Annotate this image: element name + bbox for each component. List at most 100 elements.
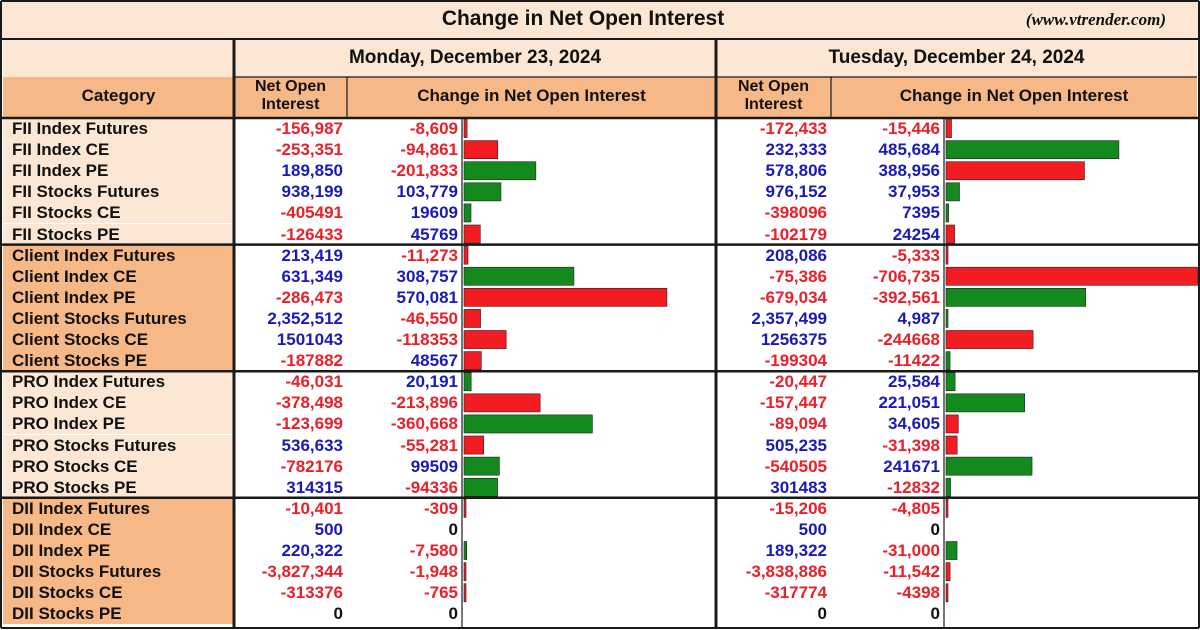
net-oi-d2-dii-index-futures: -15,206 bbox=[769, 498, 827, 518]
bar-d1-pro-stocks-futures bbox=[463, 435, 484, 455]
net-oi-d2-dii-stocks-pe: 0 bbox=[817, 604, 827, 624]
net-oi-d1-dii-stocks-pe: 0 bbox=[333, 604, 343, 624]
bar-d1-dii-index-futures bbox=[463, 498, 467, 518]
net-oi-d2-dii-index-pe: 189,322 bbox=[765, 541, 827, 560]
net-oi-d2-client-stocks-ce: 1256375 bbox=[760, 330, 827, 349]
column-header-category: Category bbox=[3, 77, 234, 118]
change-d2-client-stocks-ce: -244668 bbox=[877, 330, 940, 349]
change-d1-pro-stocks-futures: -55,281 bbox=[400, 435, 458, 455]
column-header-change-d2: Change in Net Open Interest bbox=[831, 77, 1197, 118]
bar-d1-pro-index-ce bbox=[463, 393, 541, 413]
change-d1-client-index-ce: 308,757 bbox=[396, 266, 458, 286]
change-d2-fii-stocks-pe: 24254 bbox=[892, 224, 940, 244]
bar-d2-dii-stocks-futures bbox=[945, 562, 951, 581]
bar-d1-client-index-futures bbox=[463, 245, 469, 265]
change-d1-fii-stocks-ce: 19609 bbox=[410, 203, 458, 223]
net-oi-d2-client-index-pe: -679,034 bbox=[759, 287, 827, 307]
bar-d2-pro-stocks-pe bbox=[945, 477, 951, 497]
bar-d2-fii-stocks-ce bbox=[945, 203, 949, 223]
bar-d1-pro-index-pe bbox=[463, 414, 593, 434]
change-d2-client-stocks-pe: -11422 bbox=[888, 351, 940, 371]
net-oi-d2-fii-stocks-pe: -102179 bbox=[764, 224, 827, 244]
net-oi-d1-pro-index-futures: -46,031 bbox=[285, 372, 343, 392]
bar-d1-pro-index-futures bbox=[463, 372, 472, 392]
net-oi-d2-fii-stocks-futures: 976,152 bbox=[765, 182, 827, 202]
net-oi-d2-fii-index-futures: -172,433 bbox=[759, 119, 827, 138]
net-oi-d1-fii-index-ce: -253,351 bbox=[275, 140, 343, 160]
net-oi-d2-pro-index-futures: -20,447 bbox=[769, 372, 827, 392]
change-d2-client-index-ce: -706,735 bbox=[872, 266, 940, 286]
net-oi-d2-dii-stocks-ce: -317774 bbox=[764, 583, 827, 603]
change-d2-fii-index-ce: 485,684 bbox=[878, 140, 940, 160]
category-label-pro-stocks-ce: PRO Stocks CE bbox=[3, 455, 234, 477]
category-label-client-index-pe: Client Index PE bbox=[3, 286, 234, 308]
net-oi-d2-fii-stocks-ce: -398096 bbox=[764, 203, 827, 223]
change-d1-dii-stocks-pe: 0 bbox=[448, 604, 458, 624]
net-oi-d2-client-index-futures: 208,086 bbox=[765, 245, 827, 265]
bar-d2-client-index-futures bbox=[945, 245, 949, 265]
category-label-fii-index-futures: FII Index Futures bbox=[3, 118, 234, 140]
change-d1-pro-stocks-ce: 99509 bbox=[410, 456, 458, 476]
category-label-client-index-ce: Client Index CE bbox=[3, 265, 234, 287]
category-label-dii-stocks-ce: DII Stocks CE bbox=[3, 582, 234, 604]
category-label-dii-stocks-futures: DII Stocks Futures bbox=[3, 561, 234, 583]
net-oi-d1-pro-index-pe: -123,699 bbox=[275, 414, 343, 434]
net-oi-d1-pro-stocks-pe: 314315 bbox=[286, 477, 343, 497]
net-oi-d2-pro-index-pe: -89,094 bbox=[769, 414, 827, 434]
bar-d2-pro-index-futures bbox=[945, 372, 956, 392]
website-label: (www.vtrender.com) bbox=[1025, 10, 1166, 29]
bar-d2-fii-index-futures bbox=[945, 119, 952, 138]
change-d2-fii-index-pe: 388,956 bbox=[878, 161, 940, 181]
net-oi-d2-pro-stocks-pe: 301483 bbox=[770, 477, 827, 497]
change-d1-fii-stocks-pe: 45769 bbox=[410, 224, 458, 244]
bar-d1-dii-stocks-ce bbox=[463, 583, 467, 603]
net-oi-d1-fii-index-pe: 189,850 bbox=[281, 161, 343, 181]
category-label-pro-stocks-futures: PRO Stocks Futures bbox=[3, 434, 234, 456]
bar-d2-client-index-pe bbox=[945, 287, 1087, 307]
net-oi-d1-dii-stocks-ce: -313376 bbox=[280, 583, 343, 603]
category-label-client-stocks-pe: Client Stocks PE bbox=[3, 350, 234, 372]
change-d1-dii-stocks-ce: -765 bbox=[423, 583, 458, 603]
change-d2-pro-stocks-futures: -31,398 bbox=[882, 435, 940, 455]
column-header-net-oi-d1: Net Open Interest bbox=[234, 77, 347, 118]
net-oi-d2-client-stocks-pe: -199304 bbox=[764, 351, 827, 371]
change-d2-client-index-pe: -392,561 bbox=[872, 287, 940, 307]
net-oi-d2-client-index-ce: -75,386 bbox=[769, 266, 827, 286]
change-d2-fii-stocks-futures: 37,953 bbox=[888, 182, 940, 202]
change-d2-client-stocks-futures: 4,987 bbox=[897, 308, 940, 328]
net-oi-d1-client-index-pe: -286,473 bbox=[275, 287, 343, 307]
change-d2-fii-index-futures: -15,446 bbox=[882, 119, 940, 138]
net-oi-d2-client-stocks-futures: 2,357,499 bbox=[751, 308, 827, 328]
net-oi-d2-pro-stocks-futures: 505,235 bbox=[765, 435, 827, 455]
bar-d1-fii-index-futures bbox=[463, 119, 468, 138]
net-oi-d1-fii-stocks-pe: -126433 bbox=[280, 224, 343, 244]
change-d1-fii-index-futures: -8,609 bbox=[409, 119, 458, 138]
category-label-fii-stocks-pe: FII Stocks PE bbox=[3, 223, 234, 245]
change-d1-client-stocks-ce: -118353 bbox=[396, 330, 458, 349]
category-label-fii-stocks-futures: FII Stocks Futures bbox=[3, 181, 234, 203]
change-d2-pro-stocks-ce: 241671 bbox=[883, 456, 940, 476]
bar-d1-fii-stocks-futures bbox=[463, 182, 502, 202]
bar-d2-client-index-ce bbox=[945, 266, 1198, 286]
net-oi-d1-pro-stocks-ce: -782176 bbox=[280, 456, 343, 476]
date-header-monday: Monday, December 23, 2024 bbox=[234, 39, 716, 77]
change-d1-client-index-pe: 570,081 bbox=[396, 287, 458, 307]
bar-d2-client-stocks-ce bbox=[945, 330, 1034, 349]
change-d1-fii-index-pe: -201,833 bbox=[390, 161, 458, 181]
net-oi-d2-dii-index-ce: 500 bbox=[798, 519, 827, 539]
net-oi-d2-pro-index-ce: -157,447 bbox=[759, 393, 827, 413]
net-oi-d1-dii-index-ce: 500 bbox=[314, 519, 343, 539]
net-oi-d1-dii-index-pe: 220,322 bbox=[281, 541, 343, 560]
bar-d2-pro-stocks-futures bbox=[945, 435, 958, 455]
net-oi-d1-fii-stocks-futures: 938,199 bbox=[281, 182, 343, 202]
column-header-net-oi-d2: Net Open Interest bbox=[716, 77, 831, 118]
bar-d2-client-stocks-pe bbox=[945, 351, 951, 371]
bar-d1-dii-index-pe bbox=[463, 541, 467, 560]
bar-d2-fii-index-pe bbox=[945, 161, 1085, 181]
bar-d1-fii-stocks-ce bbox=[463, 203, 472, 223]
bar-d1-client-stocks-futures bbox=[463, 309, 481, 328]
title-bar: Change in Net Open Interest (www.vtrende… bbox=[0, 0, 1200, 39]
bar-d2-fii-index-ce bbox=[945, 140, 1120, 160]
change-d2-dii-index-ce: 0 bbox=[930, 519, 940, 539]
bar-d2-dii-index-pe bbox=[945, 541, 958, 560]
